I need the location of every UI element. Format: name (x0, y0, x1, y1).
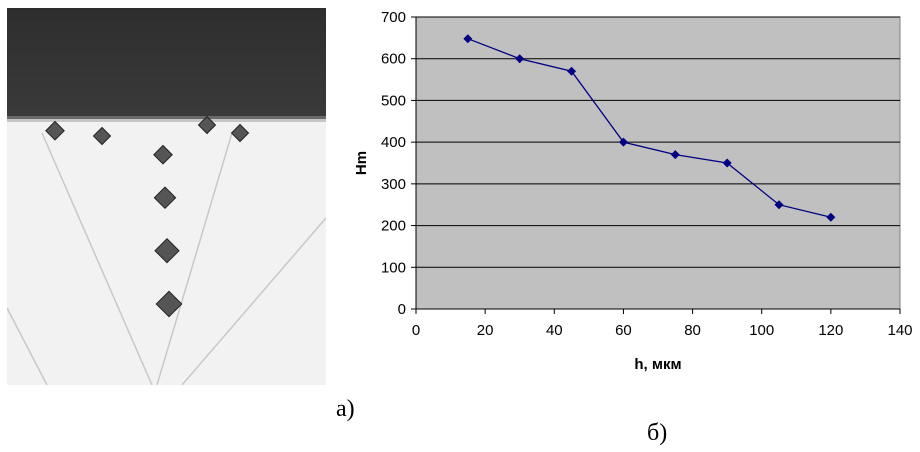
micrograph-svg (6, 8, 327, 386)
indent-mark (45, 120, 65, 141)
x-tick-label: 80 (684, 322, 701, 339)
data-point-marker (463, 34, 473, 44)
x-tick-label: 40 (546, 322, 563, 339)
indent-mark (197, 115, 217, 135)
x-tick-label: 120 (818, 322, 843, 339)
micrograph-image (6, 8, 327, 386)
y-tick-label: 200 (381, 218, 406, 235)
x-tick-label: 140 (887, 322, 912, 339)
x-tick-label: 0 (412, 322, 420, 339)
indent-mark (153, 144, 173, 165)
tick-labels: 0 100 200 300 400 500 600 700 0 20 40 60 80 100 120 140 (381, 9, 913, 339)
caption-b: б) (647, 420, 668, 446)
y-tick-label: 700 (381, 9, 406, 26)
y-tick-label: 600 (381, 51, 406, 68)
micrograph-indents (45, 115, 250, 318)
hardness-chart: 0 100 200 300 400 500 600 700 0 20 40 60 80 100 120 140… (330, 0, 920, 390)
y-tick-label: 0 (398, 301, 406, 318)
x-axis-label: h, мкм (634, 356, 681, 373)
data-point-marker (618, 137, 628, 147)
y-tick-label: 500 (381, 92, 406, 109)
y-tick-label: 300 (381, 176, 406, 193)
data-point-marker (670, 150, 680, 160)
indent-mark (154, 237, 180, 264)
chart-svg: 0 100 200 300 400 500 600 700 0 20 40 60 80 100 120 140… (353, 9, 913, 373)
series-line-path (467, 38, 832, 218)
x-tick-label: 20 (477, 322, 494, 339)
data-point-marker (515, 54, 525, 64)
series-line (463, 34, 836, 222)
micrograph-boundaries (6, 132, 327, 386)
data-point-marker (567, 66, 577, 76)
indent-mark (230, 123, 250, 143)
y-tick-label: 400 (381, 134, 406, 151)
caption-a: а) (336, 396, 355, 422)
data-point-marker (722, 158, 732, 168)
axes (411, 16, 901, 314)
micrograph-edge (7, 116, 326, 122)
x-tick-label: 100 (749, 322, 774, 339)
data-point-marker (774, 200, 784, 210)
plot-area (415, 16, 901, 310)
data-point-marker (826, 212, 836, 222)
x-tick-label: 60 (615, 322, 632, 339)
gridlines (416, 16, 900, 268)
indent-mark (155, 290, 183, 318)
y-tick-label: 100 (381, 259, 406, 276)
indent-mark (153, 186, 177, 210)
y-axis-label: Hm (353, 151, 370, 175)
indent-mark (92, 126, 112, 146)
micrograph-dark-layer (7, 8, 326, 119)
